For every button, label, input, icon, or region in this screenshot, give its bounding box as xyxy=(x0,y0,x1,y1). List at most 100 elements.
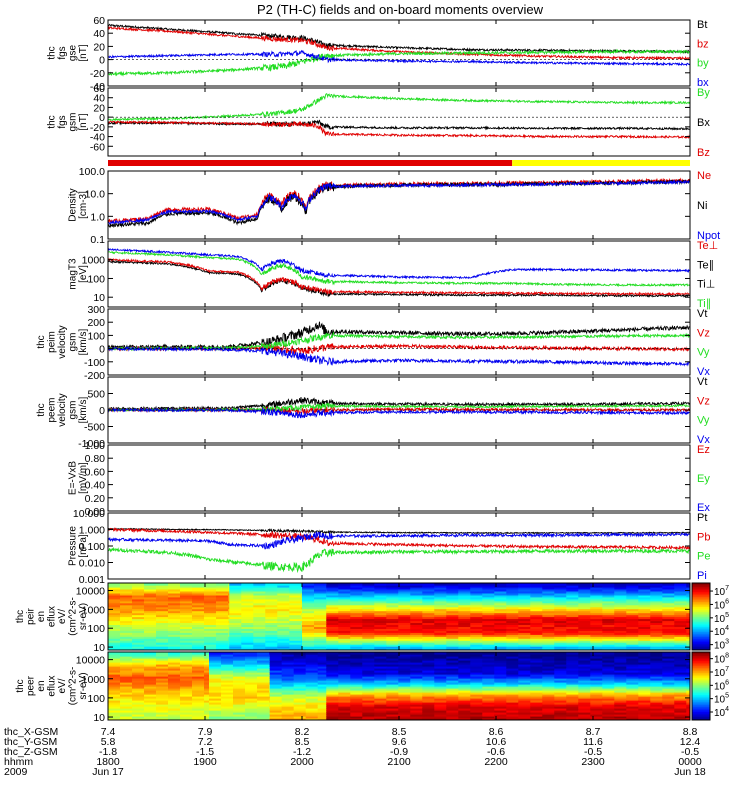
spectrogram-cell xyxy=(350,712,363,715)
spectrogram-cell xyxy=(156,714,169,717)
spectrogram-cell xyxy=(108,686,121,689)
spectrogram-cell xyxy=(180,684,193,687)
spectrogram-cell xyxy=(108,682,121,685)
spectrogram-cell xyxy=(281,716,295,719)
spectrogram-cell xyxy=(674,676,687,679)
spectrogram-cell xyxy=(638,634,651,637)
spectrogram-cell xyxy=(338,585,351,588)
spectrogram-cell xyxy=(204,602,217,606)
spectrogram-cell xyxy=(674,583,687,586)
spectrogram-cell xyxy=(350,672,363,675)
spectrogram-cell xyxy=(602,636,615,639)
spectrogram-cell xyxy=(374,704,387,707)
spectrogram-cell xyxy=(362,692,375,695)
spectrogram-cell xyxy=(470,602,483,606)
spectrogram-cell xyxy=(241,590,254,594)
spectrogram-cell xyxy=(221,704,234,707)
spectrogram-cell xyxy=(422,658,435,661)
spectrogram-cell xyxy=(386,638,399,641)
spectrogram-cell xyxy=(386,608,399,612)
spectrogram-cell xyxy=(590,676,603,679)
spectrogram-cell xyxy=(108,678,121,681)
y-tick-label: 40 xyxy=(93,93,105,105)
spectrogram-cell xyxy=(398,676,411,679)
spectrogram-cell xyxy=(228,594,230,598)
spectrogram-cell xyxy=(530,586,543,590)
spectrogram-cell xyxy=(132,612,145,616)
spectrogram-cell xyxy=(350,652,363,655)
spectrogram-cell xyxy=(470,590,483,594)
spectrogram-cell xyxy=(554,658,567,661)
spectrogram-cell xyxy=(602,706,615,709)
spectrogram-cell xyxy=(326,712,339,715)
spectrogram-cell xyxy=(650,708,663,711)
spectrogram-cell xyxy=(180,678,193,681)
spectrogram-cell xyxy=(626,662,639,665)
spectrogram-cell xyxy=(494,628,507,631)
spectrogram-cell xyxy=(326,654,339,657)
spectrogram-cell xyxy=(506,686,519,689)
spectrogram-cell xyxy=(132,710,145,713)
spectrogram-cell xyxy=(482,670,495,673)
spectrogram-cell xyxy=(168,610,181,614)
spectrogram-cell xyxy=(506,712,519,715)
spectrogram-cell xyxy=(566,708,579,711)
spectrogram-cell xyxy=(638,698,651,701)
spectrogram-cell xyxy=(326,686,339,689)
spectrogram-cell xyxy=(470,586,483,590)
spectrogram-cell xyxy=(638,682,651,685)
spectrogram-cell xyxy=(269,686,283,689)
spectrogram-cell xyxy=(350,700,363,703)
spectrogram-cell xyxy=(362,646,375,649)
spectrogram-cell xyxy=(362,608,375,612)
spectrogram-cell xyxy=(410,622,423,625)
spectrogram-cell xyxy=(374,668,387,671)
spectrogram-cell xyxy=(362,628,375,631)
spectrogram-cell xyxy=(470,616,483,620)
spectrogram-cell xyxy=(277,640,290,643)
spectrogram-cell xyxy=(132,672,145,675)
spectrogram-cell xyxy=(506,583,519,586)
spectrogram-cell xyxy=(554,636,567,639)
colorbar-step xyxy=(692,609,710,612)
colorbar-step xyxy=(692,694,710,697)
spectrogram-cell xyxy=(277,644,290,647)
spectrogram-cell xyxy=(132,684,145,687)
spectrogram-cell xyxy=(482,624,495,627)
spectrogram-cell xyxy=(221,716,234,719)
spectrogram-cell xyxy=(305,712,319,715)
spectrogram-cell xyxy=(674,594,687,598)
spectrogram-cell xyxy=(650,602,663,606)
spectrogram-cell xyxy=(156,585,169,588)
spectrogram-cell xyxy=(482,616,495,620)
spectrogram-cell xyxy=(204,606,217,610)
spectrogram-cell xyxy=(578,585,591,588)
spectrogram-cell xyxy=(245,668,258,671)
spectrogram-cell xyxy=(626,700,639,703)
spectrogram-cell xyxy=(602,692,615,695)
spectrogram-cell xyxy=(293,682,307,685)
spectrogram-cell xyxy=(350,616,363,620)
spectrogram-cell xyxy=(554,585,567,588)
spectrogram-cell xyxy=(410,708,423,711)
spectrogram-cell xyxy=(228,622,230,625)
spectrogram-cell xyxy=(458,686,471,689)
spectrogram-cell xyxy=(626,660,639,663)
spectrogram-cell xyxy=(470,684,483,687)
spectrogram-cell xyxy=(530,590,543,594)
spectrogram-cell xyxy=(446,628,459,631)
spectrogram-cell xyxy=(554,700,567,703)
spectrogram-cell xyxy=(293,684,307,687)
spectrogram-cell xyxy=(590,694,603,697)
spectrogram-cell xyxy=(120,612,133,616)
spectrogram-cell xyxy=(209,696,222,699)
spectrogram-cell xyxy=(269,690,271,693)
spectrogram-cell xyxy=(530,670,543,673)
spectrogram-cell xyxy=(506,688,519,691)
spectrogram-cell xyxy=(156,696,169,699)
spectrogram-cell xyxy=(578,640,591,643)
spectrogram-cell xyxy=(542,642,555,645)
spectrogram-cell xyxy=(229,588,242,592)
